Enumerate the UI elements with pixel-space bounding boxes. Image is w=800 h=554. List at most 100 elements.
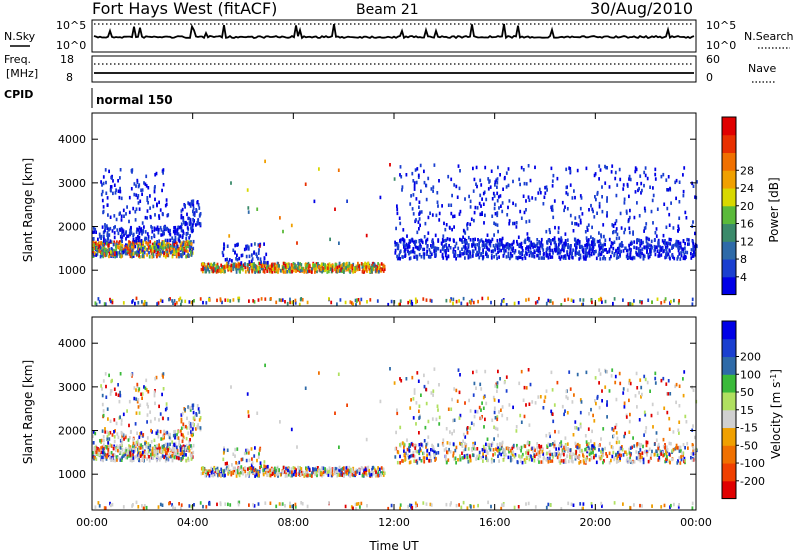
power-cell <box>421 240 424 245</box>
power-cell <box>423 252 426 256</box>
power-cell <box>131 242 134 246</box>
power-cell <box>629 302 632 306</box>
power-cell <box>95 302 98 307</box>
velocity-cell <box>170 454 172 459</box>
velocity-cell <box>433 451 436 455</box>
power-cell <box>686 250 689 255</box>
power-cell <box>175 254 178 259</box>
velocity-cell <box>325 471 328 476</box>
power-cell <box>494 180 497 184</box>
power-cell <box>520 241 523 246</box>
velocity-cell <box>155 449 158 453</box>
velocity-cell <box>164 442 167 447</box>
velocity-cell <box>496 449 499 453</box>
power-cell <box>409 202 412 206</box>
power-cell <box>585 166 588 171</box>
power-cell <box>341 263 344 267</box>
power-cell <box>420 255 423 259</box>
power-cell <box>237 298 240 303</box>
velocity-cell <box>316 473 318 478</box>
power-cell <box>178 238 180 243</box>
velocity-cell <box>235 474 238 478</box>
velocity-cell <box>446 450 449 455</box>
velocity-cell <box>464 441 466 446</box>
velocity-cell <box>538 445 541 449</box>
velocity-cell <box>156 431 159 436</box>
power-cell <box>677 224 680 228</box>
power-cell <box>311 267 313 271</box>
velocity-cell <box>478 450 481 455</box>
power-cell <box>112 248 115 253</box>
power-cell <box>682 173 684 177</box>
power-cell <box>184 299 187 304</box>
velocity-cell <box>574 454 577 459</box>
power-cell <box>526 245 528 249</box>
velocity-cell <box>161 445 164 449</box>
power-cell <box>619 211 622 216</box>
power-cell <box>418 227 420 231</box>
power-cell <box>653 244 656 249</box>
power-cell <box>664 297 667 301</box>
velocity-cell <box>492 453 494 457</box>
power-cell <box>570 298 573 302</box>
power-cell <box>428 255 431 259</box>
velocity-cell <box>189 424 192 428</box>
power-cell <box>128 232 131 236</box>
power-cell <box>502 254 505 258</box>
power-cell <box>346 264 349 268</box>
velocity-cell <box>159 446 162 451</box>
power-cell <box>322 266 325 270</box>
power-cell <box>425 298 428 302</box>
power-cell <box>106 231 109 235</box>
power-cell <box>475 165 478 170</box>
power-cell <box>207 262 210 266</box>
velocity-cell <box>452 454 455 458</box>
power-cell <box>662 249 665 254</box>
power-cell <box>452 250 455 254</box>
power-cell <box>348 267 351 271</box>
velocity-cell <box>683 456 686 461</box>
power-cell <box>113 231 116 235</box>
velocity-cell <box>330 468 332 472</box>
power-cell <box>390 299 393 304</box>
power-cell <box>647 255 650 260</box>
power-cell <box>109 297 111 302</box>
power-cell <box>128 219 130 224</box>
power-cell <box>102 244 105 248</box>
power-cell <box>317 262 319 266</box>
power-cell <box>336 270 339 274</box>
power-cell <box>293 262 296 267</box>
velocity-cell <box>618 449 621 454</box>
power-cell <box>535 248 538 253</box>
power-cell <box>155 248 157 253</box>
power-cell <box>322 262 325 266</box>
power-cell <box>221 265 224 269</box>
power-cell <box>499 173 501 177</box>
power-cell <box>287 264 289 269</box>
power-cell <box>667 241 670 246</box>
power-cell <box>113 214 116 218</box>
power-cell <box>168 248 171 253</box>
power-cell <box>138 183 141 187</box>
power-cell <box>688 242 690 246</box>
power-cell <box>563 248 565 253</box>
power-cell <box>480 238 483 242</box>
power-cell <box>566 192 569 197</box>
velocity-cell <box>378 467 381 472</box>
power-cell <box>189 248 191 252</box>
velocity-cell <box>437 443 440 447</box>
velocity-cell <box>469 458 472 463</box>
velocity-cell <box>565 446 567 450</box>
power-cell <box>399 299 402 303</box>
power-cell <box>105 191 108 195</box>
power-cell <box>147 201 149 205</box>
power-cell <box>482 202 485 206</box>
power-cell <box>379 195 382 200</box>
velocity-cell <box>418 443 421 447</box>
power-cell <box>187 216 190 221</box>
power-cell <box>496 211 499 215</box>
power-cell <box>474 205 477 210</box>
power-cell <box>592 209 594 214</box>
power-cell <box>329 267 332 271</box>
power-cell <box>496 177 499 181</box>
